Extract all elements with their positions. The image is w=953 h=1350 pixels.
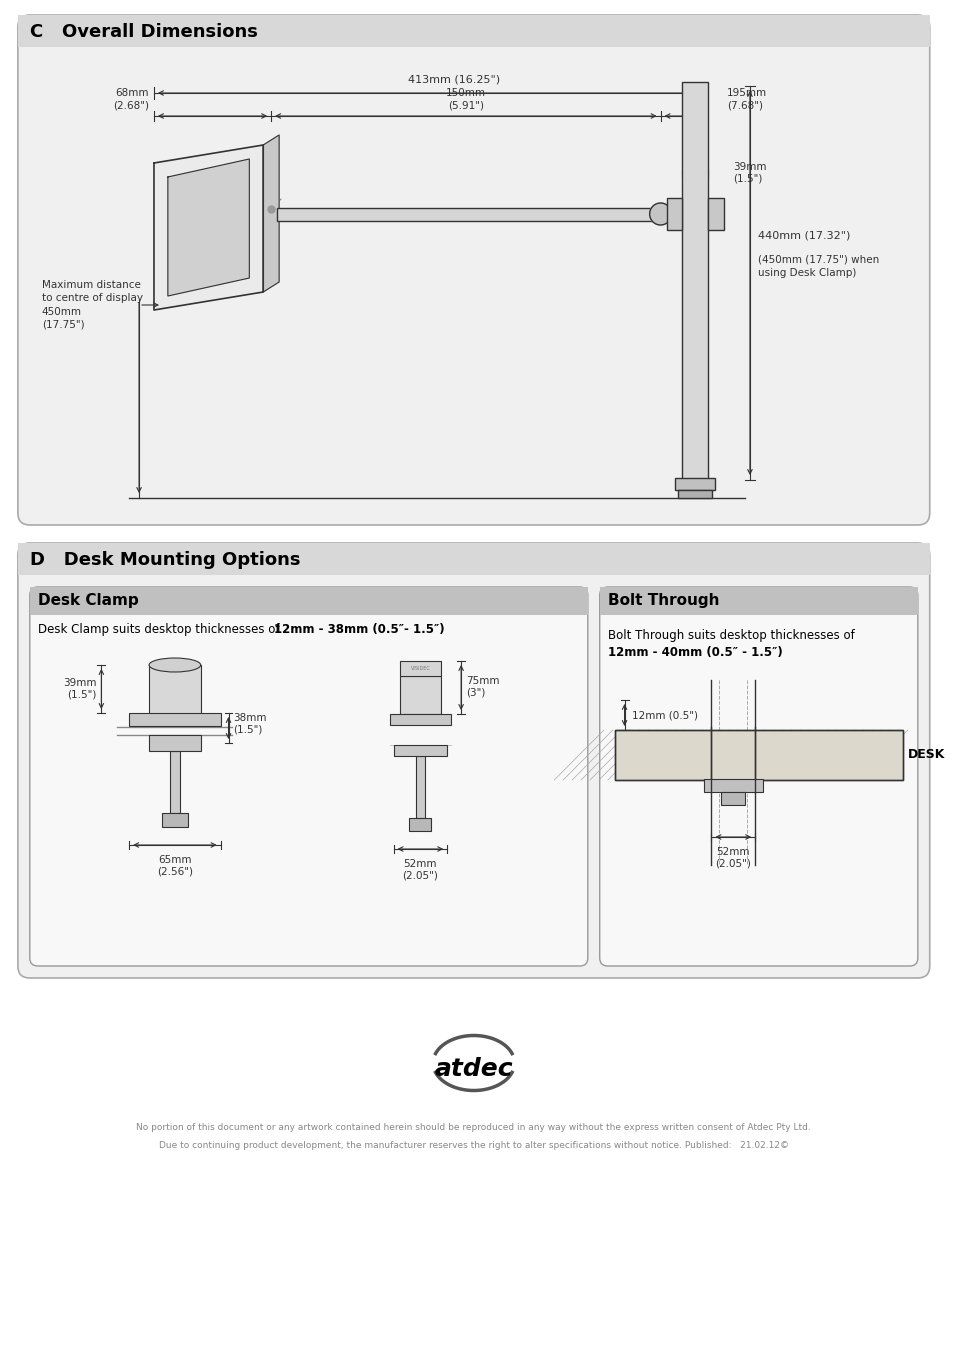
Text: 52mm
(2.05"): 52mm (2.05") bbox=[402, 859, 437, 880]
Circle shape bbox=[649, 202, 671, 225]
Bar bbox=[276, 208, 659, 221]
Text: C   Overall Dimensions: C Overall Dimensions bbox=[30, 23, 257, 40]
Text: 413mm (16.25"): 413mm (16.25") bbox=[408, 76, 499, 85]
Text: 65mm
(2.56"): 65mm (2.56") bbox=[156, 855, 193, 876]
Bar bbox=[18, 543, 929, 575]
Text: 68mm
(2.68"): 68mm (2.68") bbox=[112, 88, 149, 109]
Text: atdec: atdec bbox=[434, 1057, 513, 1081]
Bar bbox=[30, 587, 587, 616]
Bar bbox=[702, 779, 762, 792]
Text: D   Desk Mounting Options: D Desk Mounting Options bbox=[30, 551, 300, 568]
Text: VISIDEC: VISIDEC bbox=[410, 666, 430, 671]
Text: Desk Clamp suits desktop thicknesses of: Desk Clamp suits desktop thicknesses of bbox=[38, 622, 283, 636]
Bar bbox=[129, 713, 220, 726]
Bar bbox=[162, 813, 188, 828]
Bar bbox=[170, 751, 180, 813]
Bar bbox=[399, 662, 441, 676]
Text: 12mm - 38mm (0.5″- 1.5″): 12mm - 38mm (0.5″- 1.5″) bbox=[274, 622, 444, 636]
Bar bbox=[681, 82, 707, 490]
FancyBboxPatch shape bbox=[18, 543, 929, 977]
Bar bbox=[707, 198, 723, 230]
Text: 39mm
(1.5"): 39mm (1.5") bbox=[63, 678, 96, 699]
Text: 12mm - 40mm (0.5″ - 1.5″): 12mm - 40mm (0.5″ - 1.5″) bbox=[607, 647, 781, 659]
Text: Due to continuing product development, the manufacturer reserves the right to al: Due to continuing product development, t… bbox=[158, 1141, 788, 1149]
Text: 440mm (17.32"): 440mm (17.32") bbox=[757, 231, 849, 242]
Text: 39mm
(1.5"): 39mm (1.5") bbox=[732, 162, 766, 184]
FancyBboxPatch shape bbox=[18, 15, 929, 525]
Polygon shape bbox=[153, 144, 263, 310]
Bar bbox=[666, 198, 681, 230]
Polygon shape bbox=[168, 159, 249, 296]
Bar bbox=[614, 730, 902, 780]
FancyBboxPatch shape bbox=[30, 587, 587, 967]
Text: No portion of this document or any artwork contained herein should be reproduced: No portion of this document or any artwo… bbox=[136, 1123, 810, 1133]
Text: Maximum distance
to centre of display
450mm
(17.75"): Maximum distance to centre of display 45… bbox=[42, 281, 143, 329]
Bar bbox=[149, 666, 200, 717]
Bar bbox=[599, 587, 917, 616]
Bar bbox=[416, 756, 425, 818]
Text: Desk Clamp: Desk Clamp bbox=[38, 594, 138, 609]
Bar bbox=[389, 714, 451, 725]
Bar bbox=[409, 818, 431, 832]
Bar bbox=[394, 745, 447, 756]
Text: 150mm
(5.91"): 150mm (5.91") bbox=[445, 88, 485, 109]
Text: 38mm
(1.5"): 38mm (1.5") bbox=[233, 713, 267, 734]
Ellipse shape bbox=[149, 657, 200, 672]
Text: 52mm
(2.05"): 52mm (2.05") bbox=[715, 846, 750, 868]
Polygon shape bbox=[263, 135, 279, 292]
Text: 75mm
(3"): 75mm (3") bbox=[466, 676, 499, 698]
Bar bbox=[678, 490, 712, 498]
Text: Bolt Through: Bolt Through bbox=[607, 594, 719, 609]
Text: Bolt Through suits desktop thicknesses of: Bolt Through suits desktop thicknesses o… bbox=[607, 629, 858, 643]
FancyBboxPatch shape bbox=[599, 587, 917, 967]
Bar bbox=[675, 478, 715, 490]
Bar bbox=[720, 792, 744, 805]
Text: DESK: DESK bbox=[907, 748, 944, 761]
Text: 12mm (0.5"): 12mm (0.5") bbox=[632, 710, 698, 720]
Bar bbox=[18, 15, 929, 47]
Bar bbox=[149, 734, 200, 751]
Text: 195mm
(7.68"): 195mm (7.68") bbox=[726, 88, 766, 109]
Bar bbox=[399, 676, 441, 714]
Text: (450mm (17.75") when
using Desk Clamp): (450mm (17.75") when using Desk Clamp) bbox=[757, 254, 879, 278]
Bar bbox=[614, 730, 902, 780]
